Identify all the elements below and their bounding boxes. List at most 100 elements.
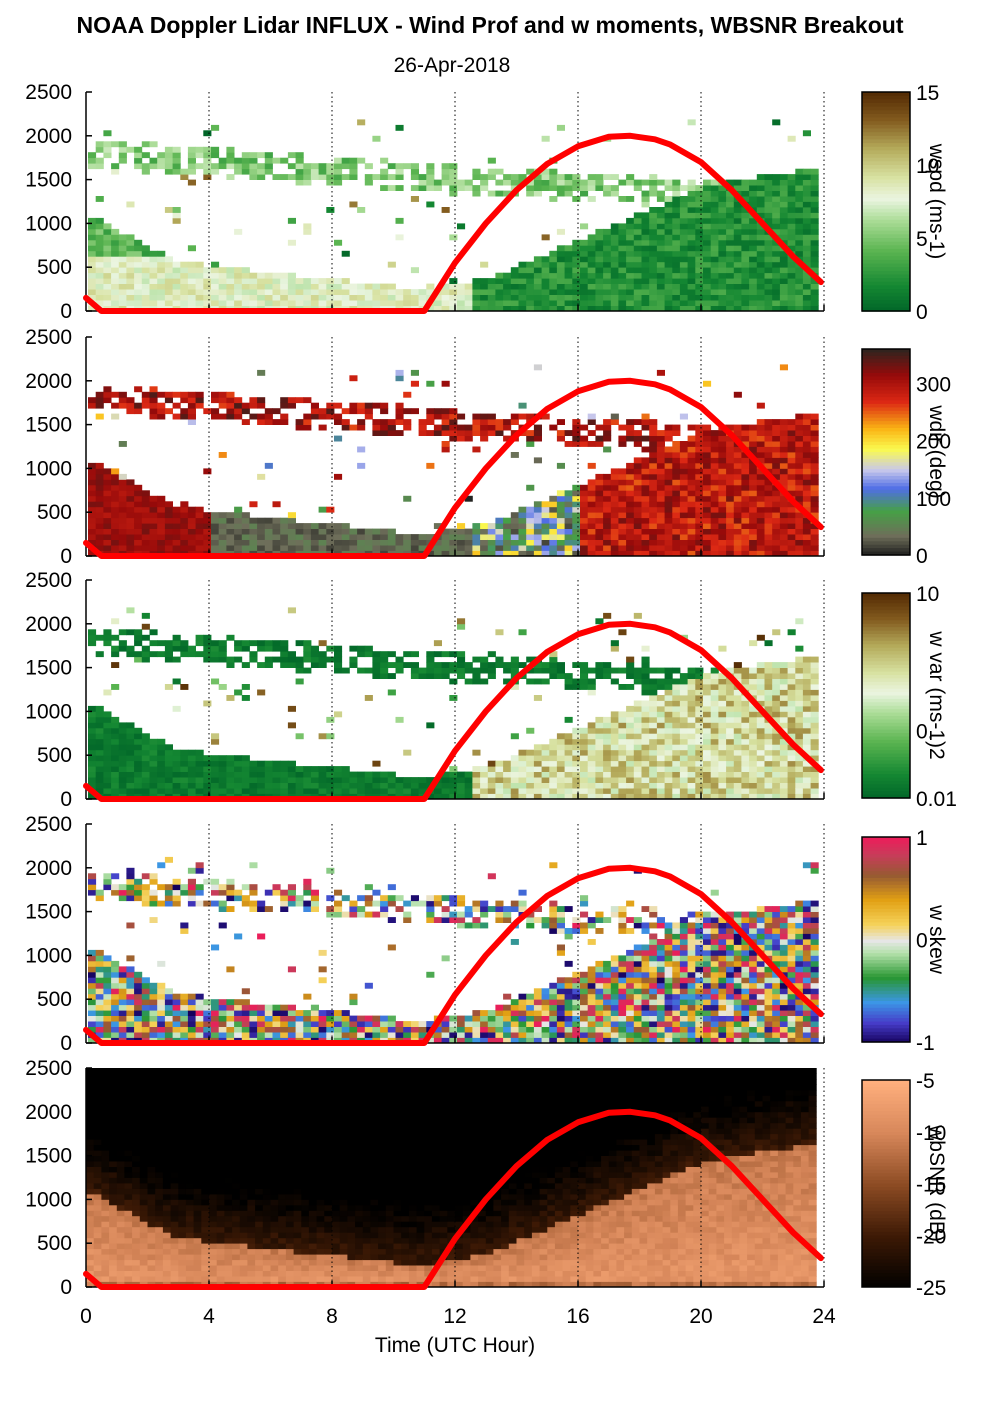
heatmap-cell xyxy=(449,190,458,197)
heatmap-cell xyxy=(733,700,742,707)
heatmap-cell xyxy=(572,300,581,306)
heatmap-cell xyxy=(211,261,220,268)
heatmap-cell xyxy=(756,278,765,284)
heatmap-cell xyxy=(787,430,796,436)
heatmap-cell xyxy=(287,294,296,301)
heatmap-cell xyxy=(203,755,212,762)
heatmap-cell xyxy=(134,267,143,274)
heatmap-cell xyxy=(403,424,412,431)
heatmap-cell xyxy=(487,413,496,420)
heatmap-cell xyxy=(802,457,811,464)
heatmap-cell xyxy=(672,695,681,701)
heatmap-cell xyxy=(95,462,104,469)
heatmap-cell xyxy=(810,185,819,191)
heatmap-cell xyxy=(656,196,665,202)
heatmap-cell xyxy=(641,413,650,420)
heatmap-cell xyxy=(595,479,604,486)
heatmap-cell xyxy=(349,771,358,778)
heatmap-cell xyxy=(779,782,788,789)
heatmap-cell xyxy=(810,545,819,551)
heatmap-cell xyxy=(380,185,389,191)
heatmap-cell xyxy=(103,528,112,535)
heatmap-cell xyxy=(764,207,773,213)
heatmap-cell xyxy=(687,278,696,284)
heatmap-cell xyxy=(610,185,619,191)
heatmap-cell xyxy=(795,207,804,213)
heatmap-cell xyxy=(710,793,719,800)
heatmap-cell xyxy=(303,300,312,306)
heatmap-cell xyxy=(764,755,773,762)
heatmap-cell xyxy=(141,1015,150,1022)
heatmap-cell xyxy=(802,695,811,701)
heatmap-cell xyxy=(649,695,658,701)
heatmap-cell xyxy=(218,528,227,535)
heatmap-cell xyxy=(118,1026,127,1033)
heatmap-cell xyxy=(195,391,204,398)
heatmap-cell xyxy=(111,506,120,513)
heatmap-cell xyxy=(134,889,143,896)
heatmap-cell xyxy=(218,760,227,767)
heatmap-cell xyxy=(503,278,512,284)
heatmap-cell xyxy=(118,1010,127,1016)
heatmap-cell xyxy=(449,771,458,778)
heatmap-cell xyxy=(203,640,212,647)
heatmap-cell xyxy=(603,749,612,756)
heatmap-cell xyxy=(395,413,404,420)
heatmap-cell xyxy=(795,201,804,208)
heatmap-cell xyxy=(580,283,589,290)
heatmap-cell xyxy=(810,523,819,529)
heatmap-cell xyxy=(641,793,650,800)
heatmap-cell xyxy=(710,716,719,723)
heatmap-cell xyxy=(687,305,696,312)
heatmap-cell xyxy=(103,223,112,230)
heatmap-cell xyxy=(626,179,635,186)
heatmap-cell xyxy=(656,517,665,524)
heatmap-cell xyxy=(618,239,627,246)
heatmap-cell xyxy=(88,889,97,896)
heatmap-cell xyxy=(695,705,704,712)
heatmap-cell xyxy=(372,545,381,551)
heatmap-cell xyxy=(372,662,381,668)
heatmap-cell xyxy=(218,267,227,274)
heatmap-cell xyxy=(626,468,635,475)
heatmap-cell xyxy=(203,130,212,137)
heatmap-cell xyxy=(211,278,220,284)
heatmap-cell xyxy=(495,294,504,301)
heatmap-cell xyxy=(387,651,396,658)
heatmap-cell xyxy=(426,667,435,674)
heatmap-cell xyxy=(726,283,735,290)
heatmap-cell xyxy=(126,245,135,252)
heatmap-cell xyxy=(741,473,750,480)
heatmap-cell xyxy=(772,294,781,301)
heatmap-cell xyxy=(126,889,135,896)
heatmap-cell xyxy=(180,272,189,279)
heatmap-cell xyxy=(126,239,135,246)
heatmap-cell xyxy=(703,733,712,740)
heatmap-cell xyxy=(280,300,289,306)
heatmap-cell xyxy=(134,993,143,1000)
heatmap-cell xyxy=(526,267,535,274)
heatmap-cell xyxy=(564,528,573,535)
heatmap-cell xyxy=(449,539,458,546)
heatmap-cell xyxy=(126,727,135,734)
heatmap-cell xyxy=(303,413,312,420)
heatmap-cell xyxy=(88,267,97,274)
heatmap-cell xyxy=(703,539,712,546)
heatmap-cell xyxy=(687,545,696,551)
heatmap-cell xyxy=(672,212,681,219)
heatmap-cell xyxy=(295,771,304,778)
heatmap-cell xyxy=(610,782,619,789)
heatmap-cell xyxy=(118,977,127,984)
heatmap-cell xyxy=(495,517,504,524)
colorbar-step xyxy=(862,278,910,283)
heatmap-cell xyxy=(533,283,542,290)
heatmap-cell xyxy=(295,528,304,535)
heatmap-cell xyxy=(257,640,266,647)
heatmap-cell xyxy=(464,179,473,186)
heatmap-cell xyxy=(718,441,727,447)
heatmap-cell xyxy=(134,771,143,778)
heatmap-cell xyxy=(141,651,150,658)
heatmap-cell xyxy=(556,289,565,295)
heatmap-cell xyxy=(741,760,750,767)
heatmap-cell xyxy=(772,534,781,540)
